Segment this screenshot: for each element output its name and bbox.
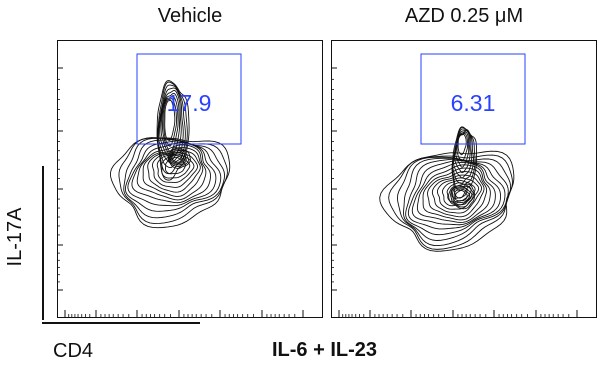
azd-contours [379,126,515,252]
y-axis-guide [42,166,44,320]
vehicle-contour-0 [165,156,186,175]
treatment-label: IL-6 + IL-23 [272,339,378,361]
vehicle-contour-15 [162,95,179,153]
azd-gate-box [420,53,526,145]
vehicle-contour-17 [159,90,182,161]
y-axis-label: IL-17A [4,207,26,267]
vehicle-contour-21 [156,80,190,181]
azd-panel: 6.31 [331,40,597,318]
azd-plot [331,40,597,318]
azd-plot-frame [331,40,597,318]
azd-contour-6 [422,167,488,221]
azd-contour-25 [452,187,473,206]
azd-axis-ticks [331,67,578,317]
vehicle-contour-26 [167,147,191,169]
vehicle-axis-ticks [57,67,304,317]
vehicle-contour-25 [168,148,189,167]
azd-contour-0 [451,184,468,199]
azd-contour-22 [451,126,478,199]
azd-contour-16 [456,132,468,162]
vehicle-gate-value: 17.9 [166,90,212,116]
azd-contour-24 [453,188,471,204]
vehicle-plot-frame [57,40,323,318]
azd-contour-2 [441,179,476,207]
vehicle-contour-1 [161,155,191,179]
azd-contour-27 [448,183,476,210]
azd-contour-26 [450,185,474,208]
azd-contour-11 [403,157,509,241]
vehicle-panel: 17.9 [57,40,323,318]
vehicle-contour-23 [170,151,185,165]
vehicle-plot [57,40,323,318]
azd-contour-5 [427,171,485,218]
vehicle-contour-14 [163,98,177,147]
x-axis-guide [42,322,200,324]
azd-contour-12 [396,156,512,247]
azd-contour-8 [411,161,496,226]
azd-contour-4 [431,174,483,214]
azd-contour-7 [416,164,491,223]
azd-gate-value: 6.31 [450,90,496,116]
azd-contour-23 [454,190,468,202]
vehicle-gate-box [136,53,242,145]
vehicle-contour-6 [136,144,207,201]
vehicle-contour-3 [152,151,198,188]
panel-title-vehicle: Vehicle [157,5,223,27]
vehicle-contour-22 [171,153,183,163]
vehicle-contour-13 [164,99,176,141]
vehicle-contour-24 [169,150,187,166]
vehicle-contour-5 [142,147,204,197]
vehicle-contour-12 [110,137,231,229]
x-axis-label: CD4 [53,340,94,362]
panel-title-azd: AZD 0.25 μM [404,5,524,27]
vehicle-contour-4 [147,149,201,193]
vehicle-contour-19 [157,84,186,169]
